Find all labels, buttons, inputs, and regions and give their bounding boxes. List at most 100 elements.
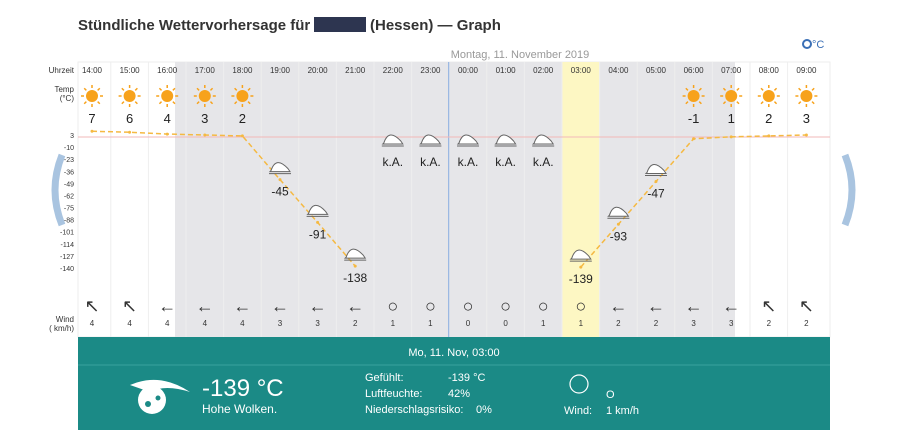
wind-direction: ←	[196, 296, 214, 316]
y-tick-label: -114	[61, 242, 75, 249]
sun-icon	[123, 90, 136, 102]
cloud-icon	[569, 249, 592, 260]
detail-value: 0%	[476, 404, 492, 416]
temp-point	[353, 264, 357, 268]
wind-speed: 1	[579, 319, 584, 328]
unit-toggle[interactable]: °C	[812, 39, 824, 51]
detail-icon	[130, 379, 190, 414]
hour-label: 15:00	[120, 66, 141, 75]
temp-point	[616, 222, 620, 226]
sun-ray	[134, 101, 138, 105]
y-tick-label: -10	[64, 145, 74, 152]
detail-label: Wind:	[564, 405, 592, 417]
hour-label: 05:00	[646, 66, 667, 75]
temp-point	[128, 130, 132, 134]
temp-point	[729, 135, 733, 139]
sun-icon	[161, 90, 174, 102]
wind-speed: 2	[616, 319, 621, 328]
next-arrow[interactable]	[841, 153, 856, 227]
y-tick-label: -49	[64, 181, 74, 188]
hour-label: 20:00	[308, 66, 329, 75]
sun-ray	[722, 101, 727, 105]
detail-label: Gefühlt:	[365, 372, 404, 384]
wind-speed: 3	[315, 319, 320, 328]
sun-ray	[234, 87, 238, 91]
wind-direction: ←	[158, 296, 176, 316]
wind-direction: ←	[346, 296, 364, 316]
cloud-icon	[419, 134, 442, 145]
hour-label: 16:00	[157, 66, 178, 75]
wind-speed: 2	[767, 319, 772, 328]
temp-label: 4	[164, 111, 171, 126]
hour-label: 09:00	[796, 66, 817, 75]
sun-ray	[247, 87, 251, 91]
prev-arrow[interactable]	[51, 153, 66, 227]
sun-ray	[121, 101, 125, 105]
wind-direction: ↖	[761, 296, 776, 316]
wind-speed: 3	[729, 319, 734, 328]
wind-speed: 0	[466, 319, 471, 328]
sun-icon	[725, 90, 738, 102]
wind-speed: 2	[353, 319, 358, 328]
wind-calm-icon	[569, 374, 589, 394]
sun-ray	[760, 87, 764, 91]
cloud-icon	[381, 134, 404, 145]
gear-icon[interactable]	[802, 39, 812, 49]
hour-label: 14:00	[82, 66, 103, 75]
temp-label: k.A.	[533, 155, 554, 169]
temp-point	[316, 220, 320, 224]
y-tick-label: -23	[64, 157, 74, 164]
wind-direction: ←	[722, 296, 740, 316]
detail-value: 42%	[448, 388, 470, 400]
temp-label: -93	[610, 229, 628, 243]
y-tick-label: -140	[60, 266, 74, 273]
sun-icon	[762, 90, 775, 102]
sun-icon	[800, 90, 813, 102]
sun-ray	[698, 101, 702, 105]
sun-ray	[736, 101, 740, 105]
cloud-icon	[268, 162, 291, 173]
temp-label: k.A.	[458, 155, 479, 169]
sun-ray	[811, 87, 815, 91]
wind-speed: 4	[165, 319, 170, 328]
sun-ray	[736, 87, 740, 91]
sun-ray	[196, 101, 200, 105]
sun-ray	[196, 87, 200, 91]
wind-direction: ↖	[122, 296, 137, 316]
temp-point	[692, 137, 696, 141]
wind-speed: 1	[541, 319, 546, 328]
hour-label: 19:00	[270, 66, 291, 75]
sun-icon	[236, 90, 249, 102]
wind-direction: ○	[387, 296, 398, 316]
hour-label: 21:00	[345, 66, 366, 75]
sun-ray	[234, 101, 238, 105]
hour-label: 23:00	[420, 66, 441, 75]
sun-icon	[86, 90, 98, 102]
sun-ray	[158, 101, 163, 105]
detail-temp: -139 °C	[202, 375, 284, 402]
temp-point	[165, 132, 169, 136]
wind-direction: ←	[271, 296, 289, 316]
temp-label: k.A.	[382, 155, 403, 169]
wind-direction: ←	[647, 296, 665, 316]
wind-speed: 3	[691, 319, 696, 328]
wind-speed: 4	[203, 319, 208, 328]
temp-point	[278, 178, 282, 182]
wind-speed: 2	[804, 319, 809, 328]
wind-speed: 4	[127, 319, 132, 328]
row-label: Wind	[56, 315, 74, 324]
sun-ray	[685, 101, 689, 105]
wind-direction: ○	[500, 296, 511, 316]
redacted	[314, 17, 366, 32]
wind-direction: ←	[609, 296, 627, 316]
temp-point	[654, 180, 658, 184]
selected-column[interactable]	[562, 62, 600, 337]
temp-label: 3	[201, 111, 208, 126]
temp-label: -47	[647, 187, 665, 201]
temp-point	[804, 133, 808, 137]
hour-label: 03:00	[571, 66, 592, 75]
row-label: Uhrzeit	[49, 66, 75, 75]
temp-point	[90, 129, 94, 133]
sun-ray	[172, 87, 176, 91]
temp-label: 6	[126, 111, 133, 126]
